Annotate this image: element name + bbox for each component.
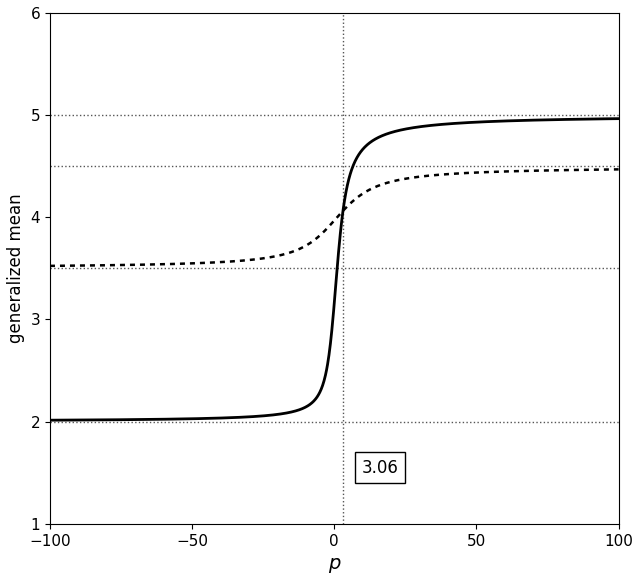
X-axis label: p: p: [328, 554, 340, 573]
Y-axis label: generalized mean: generalized mean: [7, 194, 25, 343]
Text: 3.06: 3.06: [362, 459, 398, 477]
